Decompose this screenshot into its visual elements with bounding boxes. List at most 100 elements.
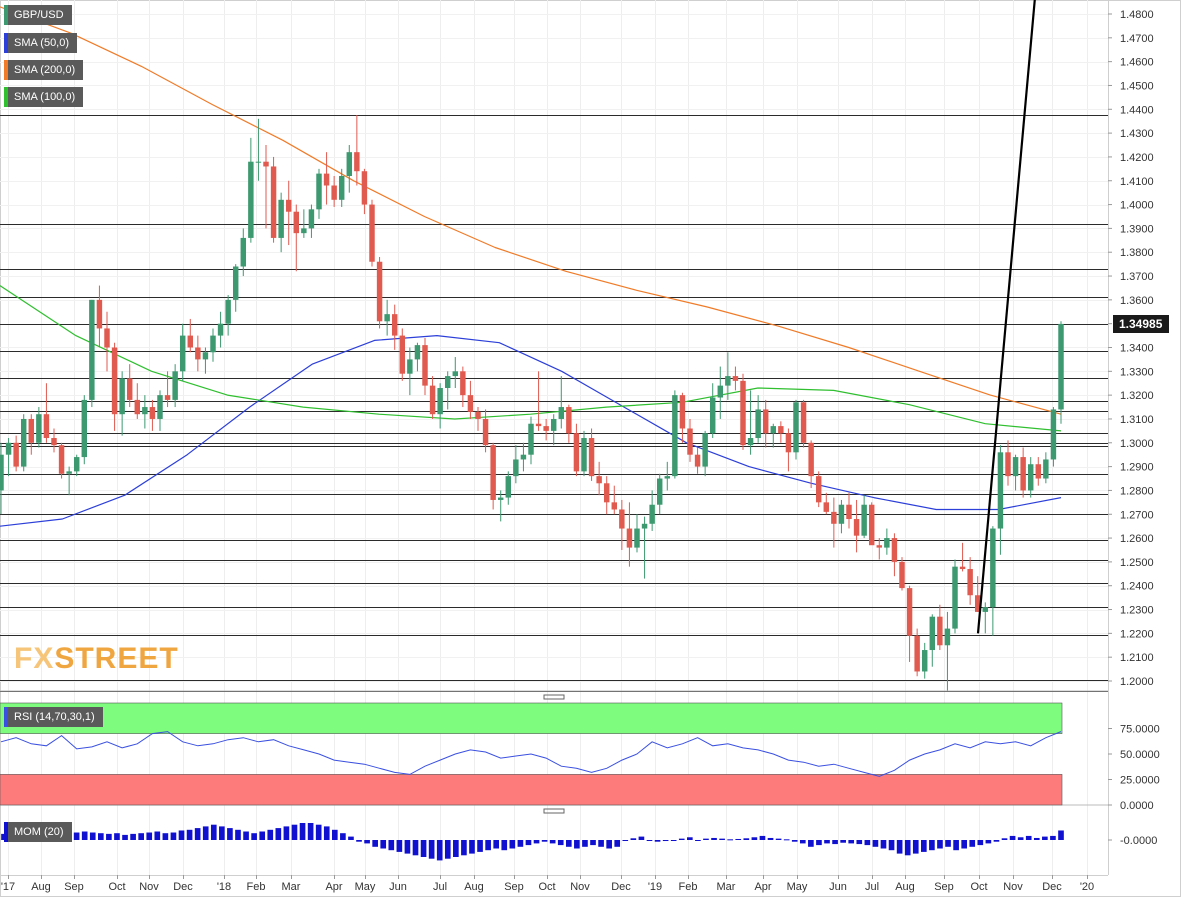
- time-tick-label: '18: [217, 881, 231, 893]
- candle-down: [331, 185, 337, 200]
- candle-up: [558, 407, 565, 419]
- mom-bar: [751, 837, 758, 840]
- logo-street: STREET: [54, 642, 179, 675]
- mom-bar: [122, 834, 128, 840]
- mom-bar: [517, 840, 524, 847]
- rsi-tick-label: 25.0000: [1120, 775, 1160, 787]
- candle-down: [43, 414, 50, 439]
- legend-sma200[interactable]: SMA (200,0): [4, 60, 84, 80]
- legend-mom[interactable]: MOM (20): [4, 822, 72, 842]
- time-tick-label: May: [355, 881, 376, 893]
- candle-up: [997, 452, 1004, 529]
- candle-up: [346, 152, 353, 176]
- time-tick-label: Dec: [611, 881, 631, 893]
- mom-bar: [670, 840, 677, 841]
- time-tick-label: Oct: [108, 881, 125, 893]
- candle-up: [444, 376, 451, 388]
- price-tick-label: 1.2500: [1120, 557, 1154, 569]
- price-tick-label: 1.3100: [1120, 414, 1154, 426]
- candle-up: [497, 497, 504, 500]
- legend-symbol[interactable]: GBP/USD: [4, 5, 72, 25]
- candle-down: [361, 171, 368, 205]
- legend-rsi[interactable]: RSI (14,70,30,1): [4, 707, 103, 727]
- time-tick-label: Jun: [829, 881, 847, 893]
- candle-up: [929, 616, 936, 651]
- candle-down: [868, 504, 875, 546]
- mom-bar: [565, 840, 572, 847]
- mom-bar: [259, 831, 266, 840]
- price-axis: 1.4800 1.4700 1.4600 1.4500 1.4400 1.4300 1.42…: [1108, 9, 1154, 688]
- mom-bar: [929, 840, 935, 851]
- price-tick-label: 1.3700: [1120, 271, 1154, 283]
- mom-bar: [356, 840, 362, 842]
- mom-bar: [323, 826, 330, 840]
- price-tick-label: 1.3200: [1120, 390, 1154, 402]
- price-tick-label: 1.2200: [1120, 628, 1154, 640]
- candle-down: [482, 418, 489, 446]
- time-tick-label: Aug: [895, 881, 915, 893]
- mom-bar: [743, 838, 750, 840]
- legend-sma50[interactable]: SMA (50,0): [4, 33, 78, 53]
- time-tick-label: Sep: [504, 881, 524, 893]
- mom-bar: [953, 840, 959, 851]
- candle-down: [626, 528, 633, 548]
- mom-bar: [81, 831, 88, 840]
- time-tick-label: May: [787, 881, 808, 893]
- mom-bar: [824, 840, 830, 844]
- candle-down: [732, 376, 739, 381]
- mom-bar: [420, 840, 427, 857]
- logo-fx: FX: [14, 642, 55, 675]
- candle-down: [914, 635, 920, 672]
- rsi-tick-label: 50.0000: [1120, 749, 1160, 761]
- mom-bar: [194, 828, 201, 840]
- rsi-tick-label: 0.0000: [1120, 800, 1154, 812]
- candle-up: [770, 426, 777, 434]
- candle-up: [1027, 464, 1034, 491]
- time-tick-label: '19: [648, 881, 662, 893]
- candle-down: [399, 335, 406, 374]
- candle-down: [937, 616, 943, 646]
- price-tick-label: 1.4000: [1120, 200, 1154, 212]
- candle-up: [709, 397, 716, 434]
- candle-up: [656, 478, 663, 505]
- candle-up: [755, 409, 761, 439]
- mom-bar: [1033, 837, 1040, 840]
- mom-bar: [775, 838, 782, 840]
- mom-bar: [799, 840, 806, 844]
- time-axis: '17 Aug Sep Oct Nov Dec '18 Feb Mar Apr May Jun Jul A…: [0, 875, 1108, 893]
- mom-bar: [485, 840, 491, 851]
- mom-bar: [1009, 835, 1016, 840]
- candle-down: [270, 166, 277, 238]
- mom-bar: [146, 832, 153, 840]
- legend-swatch: [4, 33, 8, 53]
- price-tick-label: 1.2600: [1120, 533, 1154, 545]
- legend-sma100[interactable]: SMA (100,0): [4, 87, 84, 107]
- candle-down: [104, 328, 110, 348]
- mom-bar: [759, 835, 766, 840]
- price-tick-label: 1.3400: [1120, 343, 1154, 355]
- mom-bar: [622, 840, 629, 841]
- candle-up: [73, 457, 80, 472]
- legend-swatch: [4, 60, 8, 80]
- candle-down: [164, 395, 171, 400]
- mom-bar: [767, 837, 774, 840]
- mom-bar: [202, 826, 209, 840]
- candle-down: [891, 538, 898, 562]
- candle-down: [573, 433, 580, 472]
- mom-bar: [227, 828, 233, 840]
- candle-up: [66, 471, 72, 474]
- panel-resize-handle: [543, 808, 565, 814]
- time-tick-label: Oct: [970, 881, 987, 893]
- mom-bar: [711, 837, 717, 840]
- mom-bar: [848, 840, 855, 844]
- candle-down: [762, 409, 769, 434]
- candle-down: [376, 261, 383, 322]
- mom-bar: [937, 840, 943, 849]
- candle-up: [1043, 459, 1049, 479]
- price-tick-label: 1.4100: [1120, 176, 1154, 188]
- candle-down: [785, 433, 792, 453]
- candle-up: [36, 414, 42, 443]
- candle-down: [195, 347, 201, 360]
- legend-swatch: [4, 822, 8, 842]
